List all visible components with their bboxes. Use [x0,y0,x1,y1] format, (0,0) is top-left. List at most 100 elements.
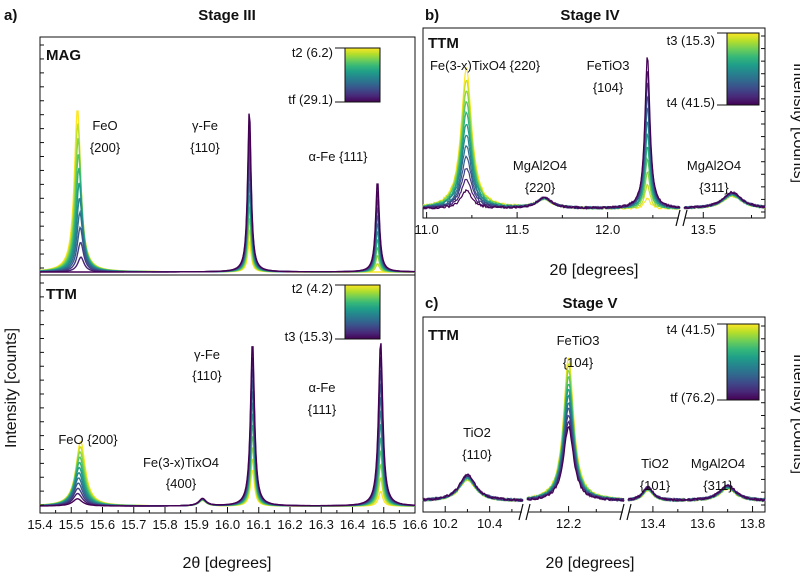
series-line [527,361,625,501]
panel-c-letter: c) [425,295,438,312]
series-line [39,182,415,273]
colorbar-bottom-label: tf (76.2) [670,390,715,405]
series-line [40,167,415,273]
series-line [40,413,416,507]
x-tick-label: 16.2 [277,517,302,532]
series-line [422,57,681,210]
colorbar-top-label: t4 (41.5) [667,322,715,337]
panel-a-ylabel: Intensity [counts] [3,328,20,448]
annotation-feo-200: FeO {200} [58,432,118,447]
annotation-tio2-101: {101} [640,478,671,493]
panel-a-x-ticks: 15.4 15.5 15.6 15.7 15.8 15.9 16.0 16.1 16.2 16.3… [27,507,428,532]
series-line [526,357,625,501]
panel-a-y-ticks [40,44,44,506]
x-tick-label: 11.0 [414,222,438,237]
panel-c-curves [422,357,766,503]
series-line [39,153,415,273]
series-line [422,474,524,503]
panel-b-x-ticks: 11.0 11.5 12.0 13.5 [414,212,752,237]
annotation-ilmenite-104: {104} [593,80,624,95]
panel-a-xlabel: 2θ [degrees] [183,555,272,572]
axis-break-mark [619,503,625,521]
x-tick-label: 13.6 [690,516,715,531]
panel-a-ttm-label: TTM [46,286,77,303]
annotation-spinel-311: {311} [703,478,733,493]
colorbar-bottom-label: t3 (15.3) [285,329,333,344]
series-line [40,440,415,507]
series-line [39,159,415,273]
series-line [39,436,415,507]
series-line [422,473,524,503]
series-line [40,113,416,273]
x-tick-label: 15.6 [90,517,115,532]
annotation-feo: FeO [92,118,117,133]
panel-a-ttm-curves [39,343,416,507]
x-tick-label: 16.6 [402,517,427,532]
x-tick-label: 12.0 [595,222,620,237]
annotation-spinel-311: {311} [699,180,729,195]
colorbar-gradient [726,32,760,106]
panel-c-axis-break-2 [619,503,632,521]
series-line [39,110,415,273]
x-tick-label: 13.5 [691,222,716,237]
series-line [40,402,415,507]
x-tick-label: 10.2 [433,516,458,531]
panel-b-y-ticks [761,35,765,213]
annotation-titanomagnetite: Fe(3-x)TixO4 [143,455,219,470]
panel-b-colorbar: t3 (15.3) t4 (41.5) [667,32,760,110]
panel-b-frame [422,27,766,219]
x-tick-label: 16.5 [371,517,396,532]
series-line [39,343,415,507]
axis-break-mark [682,209,688,227]
annotation-ilmenite: FeTiO3 [557,333,600,348]
colorbar-top-label: t3 (15.3) [667,33,715,48]
annotation-spinel: MgAl2O4 [513,158,567,173]
panel-c-ylabel: Intensity [counts] [790,354,800,474]
x-tick-label: 15.5 [59,517,84,532]
annotation-spinel: MgAl2O4 [691,456,745,471]
panel-c-axis-break-1 [518,503,531,521]
x-tick-label: 16.1 [246,517,271,532]
series-line [39,447,415,507]
panel-c-frame [422,316,766,513]
axis-break-mark [518,503,524,521]
annotation-titanomagnetite-400: {400} [166,476,197,491]
panel-b-xlabel: 2θ [degrees] [550,262,639,279]
panel-a-letter: a) [4,7,17,24]
panel-a-mag-curves [39,110,416,273]
panel-c-ttm-label: TTM [428,327,459,344]
colorbar-top-label: t2 (4.2) [292,281,333,296]
colorbar-gradient [344,284,381,340]
series-line [526,425,624,502]
annotation-tio2: TiO2 [463,425,491,440]
series-line [40,148,415,273]
panel-a-title: Stage III [198,7,256,24]
x-tick-label: 16.3 [309,517,334,532]
axis-break-mark [675,209,681,227]
panel-b-ylabel: Intensity [counts] [790,63,800,183]
annotation-tio2-110: {110} [462,447,492,462]
annotation-gamma-fe-110: {110} [192,368,222,383]
panel-c-title: Stage V [562,295,617,312]
panel-b-axis-break [675,209,688,227]
panel-b-ttm-label: TTM [428,35,459,52]
annotation-alpha-fe-111: {111} [308,402,337,417]
annotation-feo-200: {200} [90,140,121,155]
series-line [526,420,625,503]
annotation-ilmenite: FeTiO3 [587,58,630,73]
annotation-titanomagnetite-220: Fe(3-x)TixO4 {220} [430,58,541,73]
x-tick-label: 13.8 [740,516,765,531]
x-tick-label: 15.9 [184,517,209,532]
axis-break-mark [626,503,632,521]
annotation-spinel: MgAl2O4 [687,158,741,173]
annotation-gamma-fe: γ-Fe [194,347,220,362]
x-tick-label: 16.0 [215,517,240,532]
colorbar-top-label: t2 (6.2) [292,45,333,60]
panel-c-x-ticks: 10.2 10.4 12.2 13.4 13.6 13.8 [433,506,765,531]
annotation-alpha-fe: α-Fe [308,380,335,395]
colorbar-gradient [726,323,760,401]
x-tick-label: 16.4 [340,517,365,532]
axis-break-mark [525,503,531,521]
panel-c-xlabel: 2θ [degrees] [546,555,635,572]
